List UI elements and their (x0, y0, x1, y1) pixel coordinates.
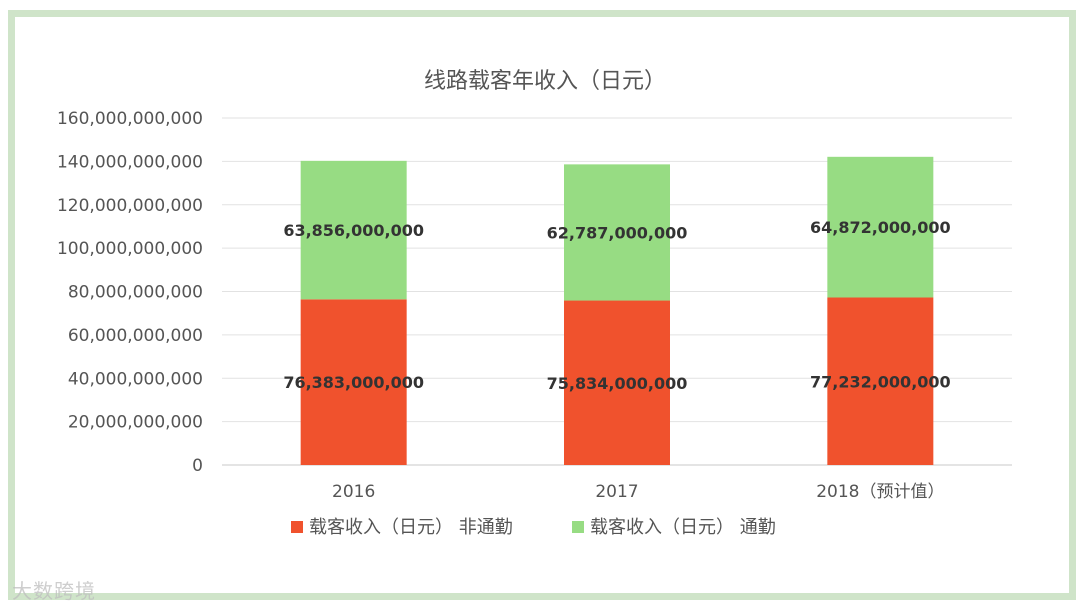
legend-swatch (572, 521, 584, 533)
y-tick-label: 140,000,000,000 (57, 152, 203, 172)
bar-segment (827, 297, 934, 465)
y-tick-label: 20,000,000,000 (68, 413, 203, 433)
data-label: 75,834,000,000 (547, 374, 688, 393)
y-tick-label: 60,000,000,000 (68, 326, 203, 346)
x-tick-label: 2017 (595, 482, 638, 502)
y-tick-label: 40,000,000,000 (68, 369, 203, 389)
y-tick-label: 160,000,000,000 (57, 109, 203, 129)
y-tick-label: 0 (192, 456, 203, 476)
y-tick-label: 80,000,000,000 (68, 283, 203, 303)
x-tick-label: 2016 (332, 482, 375, 502)
y-tick-label: 120,000,000,000 (57, 196, 203, 216)
x-tick-label: 2018（预计值） (816, 482, 944, 502)
bar-segment (300, 299, 407, 465)
legend-label: 载客收入（日元） 非通勤 (309, 517, 513, 538)
data-label: 77,232,000,000 (810, 372, 951, 391)
legend-swatch (291, 521, 303, 533)
bar-segment (827, 156, 934, 298)
data-label: 63,856,000,000 (283, 221, 424, 240)
bar-segment (564, 300, 670, 465)
bar-segment (564, 164, 670, 301)
legend-label: 载客收入（日元） 通勤 (590, 517, 776, 538)
data-label: 62,787,000,000 (547, 223, 688, 242)
bar-segment (300, 160, 407, 300)
watermark: 大数跨境 (12, 579, 96, 603)
y-tick-label: 100,000,000,000 (57, 239, 203, 259)
data-label: 76,383,000,000 (283, 373, 424, 392)
data-label: 64,872,000,000 (810, 218, 951, 237)
chart-title: 线路载客年收入（日元） (424, 69, 666, 94)
